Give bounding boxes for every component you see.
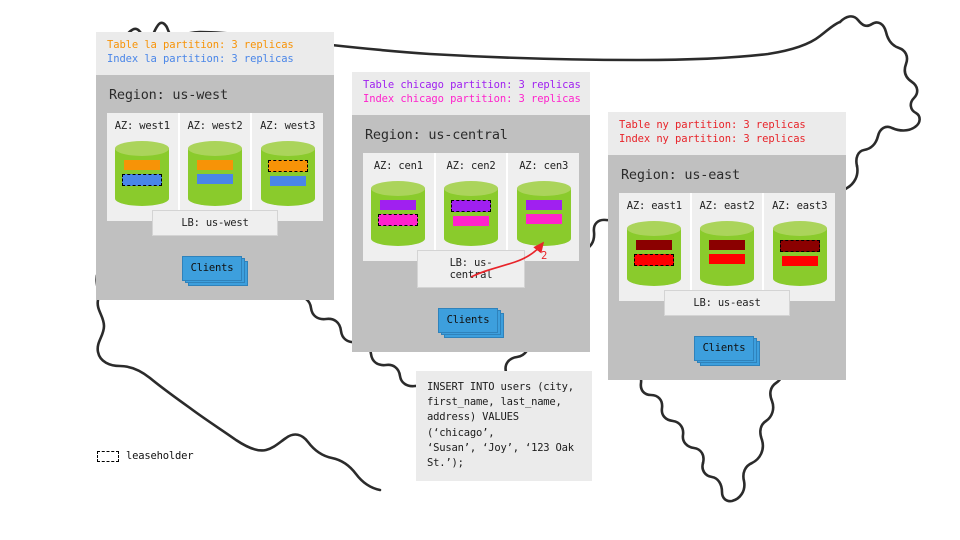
replica-bands bbox=[627, 239, 681, 266]
replica-bands bbox=[188, 159, 242, 184]
region-us-central: Table chicago partition: 3 replicas Inde… bbox=[352, 72, 590, 352]
az-label: AZ: west3 bbox=[260, 119, 316, 132]
replica-bands bbox=[115, 159, 169, 186]
table-replica-band bbox=[525, 199, 562, 210]
replica-bands bbox=[517, 199, 571, 224]
table-partition-line: Table la partition: 3 replicas bbox=[107, 39, 294, 51]
az-west2[interactable]: AZ: west2 bbox=[177, 112, 251, 221]
region-us-east-header: Table ny partition: 3 replicas Index ny … bbox=[608, 112, 846, 155]
load-balancer-us-east[interactable]: LB: us-east bbox=[664, 289, 790, 316]
az-east2[interactable]: AZ: east2 bbox=[689, 192, 763, 301]
region-title: Region: us-west bbox=[109, 86, 228, 103]
az-label: AZ: cen2 bbox=[446, 159, 496, 172]
database-node-icon[interactable] bbox=[371, 180, 426, 246]
table-replica-band bbox=[380, 199, 417, 210]
database-node-icon[interactable] bbox=[115, 140, 170, 206]
table-replica-band bbox=[709, 239, 745, 250]
replica-bands bbox=[444, 199, 498, 226]
clients-button-us-west[interactable]: Clients bbox=[182, 255, 248, 286]
cylinder-top bbox=[371, 180, 426, 196]
dashed-rect-icon bbox=[97, 450, 119, 462]
az-label: AZ: west1 bbox=[114, 119, 170, 132]
replica-bands bbox=[700, 239, 754, 264]
az-label: AZ: east2 bbox=[699, 199, 755, 212]
region-us-west-header: Table la partition: 3 replicas Index la … bbox=[96, 32, 334, 75]
sql-insert-callout: INSERT INTO users (city, first_name, las… bbox=[416, 371, 592, 482]
replica-bands bbox=[773, 239, 827, 266]
step-2-number: 2 bbox=[541, 250, 548, 262]
az-cen3[interactable]: AZ: cen3 bbox=[506, 152, 579, 261]
table-replica-band-leaseholder bbox=[267, 159, 308, 172]
cylinder-top bbox=[772, 220, 827, 236]
database-node-icon[interactable] bbox=[627, 220, 682, 286]
cylinder-top bbox=[700, 220, 754, 236]
region-us-east: Table ny partition: 3 replicas Index ny … bbox=[608, 112, 846, 380]
clients-button-label[interactable]: Clients bbox=[438, 307, 498, 333]
index-replica-band bbox=[197, 173, 233, 184]
replica-bands bbox=[371, 199, 425, 226]
index-partition-line: Index ny partition: 3 replicas bbox=[619, 132, 806, 145]
region-title: Region: us-central bbox=[365, 126, 508, 143]
index-partition-line: Index chicago partition: 3 replicas bbox=[363, 92, 581, 105]
index-replica-band-leaseholder bbox=[378, 213, 419, 226]
legend-label: leaseholder bbox=[126, 450, 194, 462]
region-us-west: Table la partition: 3 replicas Index la … bbox=[96, 32, 334, 300]
az-strip: AZ: cen1 AZ: cen2 bbox=[363, 152, 579, 261]
az-cen2[interactable]: AZ: cen2 bbox=[433, 152, 507, 261]
load-balancer-us-west[interactable]: LB: us-west bbox=[152, 209, 278, 236]
index-replica-band bbox=[269, 175, 306, 186]
clients-button-us-east[interactable]: Clients bbox=[694, 335, 760, 366]
index-replica-band bbox=[525, 213, 562, 224]
table-replica-band bbox=[124, 159, 161, 170]
az-label: AZ: east1 bbox=[626, 199, 682, 212]
az-label: AZ: west2 bbox=[187, 119, 243, 132]
table-replica-band-leaseholder bbox=[779, 239, 820, 252]
database-node-icon[interactable] bbox=[260, 140, 315, 206]
region-us-west-body: Region: us-west AZ: west1 A bbox=[96, 74, 334, 300]
table-partition-line: Table ny partition: 3 replicas bbox=[619, 119, 806, 131]
region-us-east-body: Region: us-east AZ: east1 A bbox=[608, 154, 846, 380]
az-label: AZ: east3 bbox=[772, 199, 828, 212]
cylinder-top bbox=[260, 140, 315, 156]
az-west3[interactable]: AZ: west3 bbox=[250, 112, 323, 221]
leaseholder-legend: leaseholder bbox=[97, 450, 194, 462]
az-west1[interactable]: AZ: west1 bbox=[107, 113, 178, 221]
az-label: AZ: cen1 bbox=[373, 159, 423, 172]
index-replica-band-leaseholder bbox=[122, 173, 163, 186]
table-replica-band bbox=[636, 239, 673, 250]
cylinder-top bbox=[444, 180, 498, 196]
az-cen1[interactable]: AZ: cen1 bbox=[363, 153, 434, 261]
az-east3[interactable]: AZ: east3 bbox=[762, 192, 835, 301]
region-us-central-header: Table chicago partition: 3 replicas Inde… bbox=[352, 72, 590, 115]
database-node-icon[interactable] bbox=[700, 220, 754, 286]
az-strip: AZ: west1 AZ: west2 bbox=[107, 112, 323, 221]
replica-bands bbox=[261, 159, 315, 186]
cylinder-top bbox=[516, 180, 571, 196]
database-node-icon[interactable] bbox=[188, 140, 242, 206]
index-replica-band-leaseholder bbox=[634, 253, 675, 266]
database-node-icon[interactable] bbox=[444, 180, 498, 246]
table-replica-band bbox=[197, 159, 233, 170]
az-label: AZ: cen3 bbox=[519, 159, 569, 172]
cylinder-top bbox=[188, 140, 242, 156]
database-node-icon[interactable] bbox=[516, 180, 571, 246]
index-replica-band bbox=[453, 215, 489, 226]
az-strip: AZ: east1 AZ: east2 bbox=[619, 192, 835, 301]
region-us-central-body: Region: us-central AZ: cen1 bbox=[352, 114, 590, 352]
load-balancer-us-central[interactable]: LB: us-central bbox=[417, 249, 525, 288]
database-node-icon[interactable] bbox=[772, 220, 827, 286]
index-replica-band bbox=[709, 253, 745, 264]
table-partition-line: Table chicago partition: 3 replicas bbox=[363, 79, 581, 91]
region-title: Region: us-east bbox=[621, 166, 740, 183]
cylinder-top bbox=[627, 220, 682, 236]
clients-button-label[interactable]: Clients bbox=[694, 335, 754, 361]
index-replica-band bbox=[781, 255, 818, 266]
clients-button-us-central[interactable]: Clients bbox=[438, 307, 504, 338]
index-partition-line: Index la partition: 3 replicas bbox=[107, 52, 294, 65]
table-replica-band-leaseholder bbox=[451, 199, 491, 212]
az-east1[interactable]: AZ: east1 bbox=[619, 193, 690, 301]
cylinder-top bbox=[115, 140, 170, 156]
clients-button-label[interactable]: Clients bbox=[182, 255, 242, 281]
